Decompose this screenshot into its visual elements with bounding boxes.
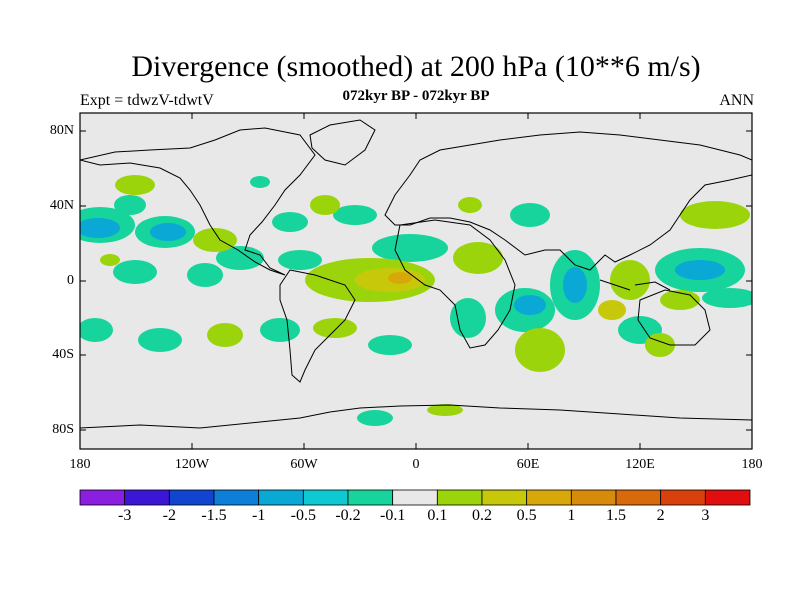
coastline-greenland <box>309 119 376 166</box>
colorbar-swatch <box>526 489 572 506</box>
colorbar <box>79 489 751 506</box>
colorbar-label: 1 <box>567 507 576 524</box>
coastline-north-america <box>80 127 316 276</box>
contour-patch <box>115 175 155 195</box>
axis-ticks <box>80 113 752 449</box>
colorbar-label: 1.5 <box>606 507 626 524</box>
colorbar-swatch <box>124 489 170 506</box>
colorbar-label: -0.5 <box>290 507 316 524</box>
colorbar-swatch <box>704 489 751 506</box>
contour-patch <box>278 250 322 270</box>
contour-patch <box>138 328 182 352</box>
experiment-label: Expt = tdwzV-tdwtV <box>80 92 214 109</box>
contour-patch <box>150 223 186 241</box>
contour-patch <box>100 254 120 266</box>
contour-patch <box>453 242 503 274</box>
contour-patch <box>458 197 482 213</box>
contour-patch <box>598 300 626 320</box>
lon-tick-label: 180 <box>741 457 763 472</box>
colorbar-swatch <box>168 489 215 506</box>
colorbar-label: 2 <box>656 507 665 524</box>
contour-patch <box>450 298 486 338</box>
contour-patch <box>388 272 412 284</box>
colorbar-label: -2 <box>162 507 176 524</box>
lon-tick-label: 60E <box>516 457 540 472</box>
contour-patch <box>313 318 357 338</box>
coastline-eurasia <box>384 131 752 271</box>
coastline-antarctica <box>80 404 752 429</box>
contour-patch <box>250 176 270 188</box>
contour-patch <box>260 318 300 342</box>
lon-tick-label: 120E <box>625 457 655 472</box>
lon-tick-label: 0 <box>412 457 420 472</box>
colorbar-swatch <box>79 489 126 506</box>
plot-title: Divergence (smoothed) at 200 hPa (10**6 … <box>131 50 701 83</box>
lat-tick-label: 0 <box>67 273 74 288</box>
contour-patch <box>702 288 752 308</box>
colorbar-label: -1.5 <box>201 507 227 524</box>
colorbar-label: -3 <box>117 507 132 524</box>
contour-patch <box>80 318 113 342</box>
coastline-indonesia <box>599 279 671 291</box>
contour-patch <box>207 323 243 347</box>
colorbar-swatch <box>481 489 528 506</box>
period-label: 072kyr BP - 072kyr BP <box>342 88 490 104</box>
colorbar-label: 0.2 <box>472 507 492 524</box>
contour-patch <box>193 228 237 252</box>
colorbar-label: 0.1 <box>427 507 448 524</box>
colorbar-label: -0.1 <box>379 507 406 524</box>
colorbar-label: -1 <box>251 507 266 524</box>
colorbar-swatch <box>302 489 349 506</box>
season-label: ANN <box>719 92 754 109</box>
colorbar-swatch <box>570 489 617 506</box>
contour-patch <box>510 203 550 227</box>
contour-patch <box>80 218 120 238</box>
lon-tick-label: 180 <box>69 457 91 472</box>
contour-patch <box>368 335 412 355</box>
contour-patch <box>680 201 750 229</box>
lon-tick-label: 60W <box>290 457 318 472</box>
colorbar-label: 3 <box>701 507 710 524</box>
colorbar-label: -0.2 <box>335 507 361 524</box>
contour-patch <box>372 234 448 262</box>
lon-tick-label: 120W <box>174 457 210 472</box>
contour-patch <box>272 212 308 232</box>
contour-patch <box>427 404 463 416</box>
contour-patch <box>113 260 157 284</box>
lat-tick-label: 80S <box>52 422 74 437</box>
contour-patch <box>514 295 546 315</box>
lat-tick-label: 40S <box>52 347 74 362</box>
colorbar-swatch <box>347 489 394 506</box>
coastline-africa <box>394 219 516 349</box>
lat-tick-label: 80N <box>49 123 74 138</box>
colorbar-swatch <box>213 489 260 506</box>
contour-patch <box>357 410 393 426</box>
contour-patch <box>675 260 725 280</box>
contour-patch <box>563 267 587 303</box>
contour-patch <box>610 260 650 300</box>
colorbar-label: 0.5 <box>516 507 537 524</box>
contour-patch <box>333 205 377 225</box>
colorbar-swatch <box>436 489 483 506</box>
coastline-south-america <box>279 269 356 383</box>
contour-patch <box>310 195 340 215</box>
colorbar-swatch <box>392 489 438 506</box>
colorbar-swatch <box>258 489 304 506</box>
divergence-contours <box>80 175 752 426</box>
coastlines <box>80 119 752 429</box>
contour-patch <box>187 263 223 287</box>
contour-patch <box>515 328 565 372</box>
colorbar-swatch <box>660 489 706 506</box>
contour-patch <box>114 195 146 215</box>
colorbar-swatch <box>615 489 662 506</box>
lat-tick-label: 40N <box>49 198 74 213</box>
coastline-australia <box>637 289 711 346</box>
